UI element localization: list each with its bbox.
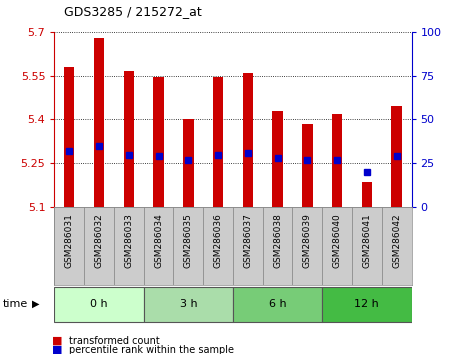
Text: GSM286035: GSM286035 bbox=[184, 213, 193, 268]
Text: GSM286032: GSM286032 bbox=[95, 213, 104, 268]
Bar bbox=[54, 287, 144, 322]
Bar bbox=[233, 207, 263, 285]
Bar bbox=[153, 77, 164, 207]
Bar bbox=[263, 207, 292, 285]
Text: GSM286038: GSM286038 bbox=[273, 213, 282, 268]
Text: time: time bbox=[2, 299, 27, 309]
Text: GSM286033: GSM286033 bbox=[124, 213, 133, 268]
Bar bbox=[362, 182, 372, 207]
Bar bbox=[322, 287, 412, 322]
Bar bbox=[64, 67, 74, 207]
Text: GSM286040: GSM286040 bbox=[333, 213, 342, 268]
Text: GSM286034: GSM286034 bbox=[154, 213, 163, 268]
Bar bbox=[292, 207, 322, 285]
Text: GSM286031: GSM286031 bbox=[65, 213, 74, 268]
Text: GSM286041: GSM286041 bbox=[362, 213, 371, 268]
Text: GSM286036: GSM286036 bbox=[214, 213, 223, 268]
Text: 12 h: 12 h bbox=[354, 299, 379, 309]
Text: ■: ■ bbox=[52, 345, 62, 354]
Bar bbox=[322, 207, 352, 285]
Text: GSM286042: GSM286042 bbox=[392, 213, 401, 268]
Text: ■: ■ bbox=[52, 336, 62, 346]
Bar bbox=[144, 207, 174, 285]
Text: 0 h: 0 h bbox=[90, 299, 108, 309]
Bar bbox=[123, 71, 134, 207]
Text: GDS3285 / 215272_at: GDS3285 / 215272_at bbox=[64, 5, 201, 18]
Text: 3 h: 3 h bbox=[179, 299, 197, 309]
Bar bbox=[352, 207, 382, 285]
Bar bbox=[392, 106, 402, 207]
Bar bbox=[302, 124, 313, 207]
Text: ▶: ▶ bbox=[32, 299, 40, 309]
Bar bbox=[233, 287, 322, 322]
Bar bbox=[183, 119, 193, 207]
Bar bbox=[213, 77, 223, 207]
Bar bbox=[94, 38, 104, 207]
Bar bbox=[332, 114, 342, 207]
Bar bbox=[174, 207, 203, 285]
Bar bbox=[382, 207, 412, 285]
Text: 6 h: 6 h bbox=[269, 299, 287, 309]
Bar bbox=[144, 287, 233, 322]
Bar bbox=[84, 207, 114, 285]
Text: percentile rank within the sample: percentile rank within the sample bbox=[69, 345, 234, 354]
Bar bbox=[54, 207, 84, 285]
Bar bbox=[114, 207, 144, 285]
Bar bbox=[272, 111, 283, 207]
Text: GSM286037: GSM286037 bbox=[243, 213, 252, 268]
Text: transformed count: transformed count bbox=[69, 336, 159, 346]
Bar bbox=[243, 73, 253, 207]
Text: GSM286039: GSM286039 bbox=[303, 213, 312, 268]
Bar bbox=[203, 207, 233, 285]
